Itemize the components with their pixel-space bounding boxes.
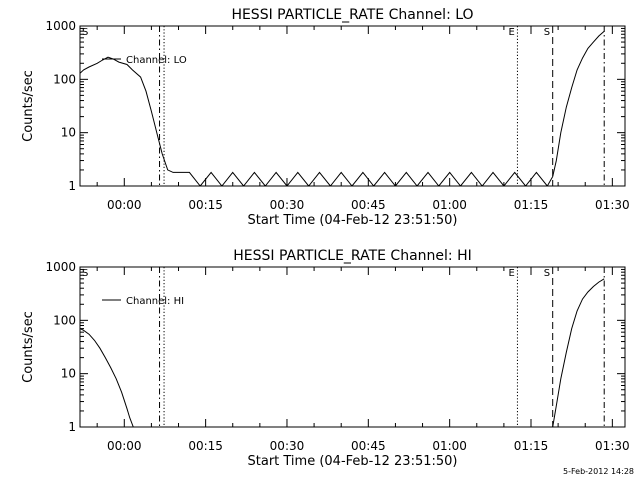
x-axis-label: Start Time (04-Feb-12 23:51:50) xyxy=(248,454,458,469)
x-tick-label: 01:15 xyxy=(514,198,549,212)
event-marker-label: S xyxy=(544,27,550,38)
event-marker-label: E xyxy=(508,27,514,38)
x-tick-label: 00:00 xyxy=(107,198,142,212)
x-tick-label: 00:45 xyxy=(351,198,386,212)
x-tick-label: 01:30 xyxy=(595,439,630,453)
y-axis-label: Counts/sec xyxy=(21,311,36,383)
y-tick-label: 1000 xyxy=(45,260,76,274)
plot-frame xyxy=(79,266,626,428)
y-tick-label: 1 xyxy=(68,179,76,193)
y-axis-label: Counts/sec xyxy=(21,70,36,142)
series-line xyxy=(80,328,134,427)
event-marker-label: E xyxy=(508,268,514,279)
x-tick-label: 01:15 xyxy=(514,439,549,453)
x-tick-label: 00:15 xyxy=(188,198,223,212)
x-tick-label: 00:00 xyxy=(107,439,142,453)
event-marker-label: S xyxy=(82,268,88,279)
x-tick-label: 01:30 xyxy=(595,198,630,212)
legend-label: Channel: LO xyxy=(126,55,187,66)
event-marker-label: S xyxy=(82,27,88,38)
series-line xyxy=(552,278,605,427)
event-marker-label: S xyxy=(544,268,550,279)
panel-lo: HESSI PARTICLE_RATE Channel: LO Start Tim… xyxy=(21,7,630,228)
x-tick-label: 01:00 xyxy=(432,198,467,212)
panel-hi: HESSI PARTICLE_RATE Channel: HI Start Tim… xyxy=(21,248,630,469)
y-tick-label: 100 xyxy=(53,72,76,86)
y-tick-label: 1 xyxy=(68,420,76,434)
x-tick-label: 00:45 xyxy=(351,439,386,453)
x-axis-label: Start Time (04-Feb-12 23:51:50) xyxy=(248,213,458,228)
x-tick-label: 00:30 xyxy=(270,198,305,212)
y-tick-label: 10 xyxy=(61,126,76,140)
chart-title: HESSI PARTICLE_RATE Channel: HI xyxy=(233,248,471,264)
y-tick-label: 100 xyxy=(53,313,76,327)
timestamp-label: 5-Feb-2012 14:28 xyxy=(563,467,634,476)
x-tick-label: 01:00 xyxy=(432,439,467,453)
y-tick-label: 10 xyxy=(61,367,76,381)
chart-title: HESSI PARTICLE_RATE Channel: LO xyxy=(231,7,473,23)
series-line xyxy=(80,30,605,186)
x-tick-label: 00:30 xyxy=(270,439,305,453)
plot-frame xyxy=(79,25,626,187)
legend-label: Channel: HI xyxy=(126,296,184,307)
y-tick-label: 1000 xyxy=(45,19,76,33)
x-tick-label: 00:15 xyxy=(188,439,223,453)
